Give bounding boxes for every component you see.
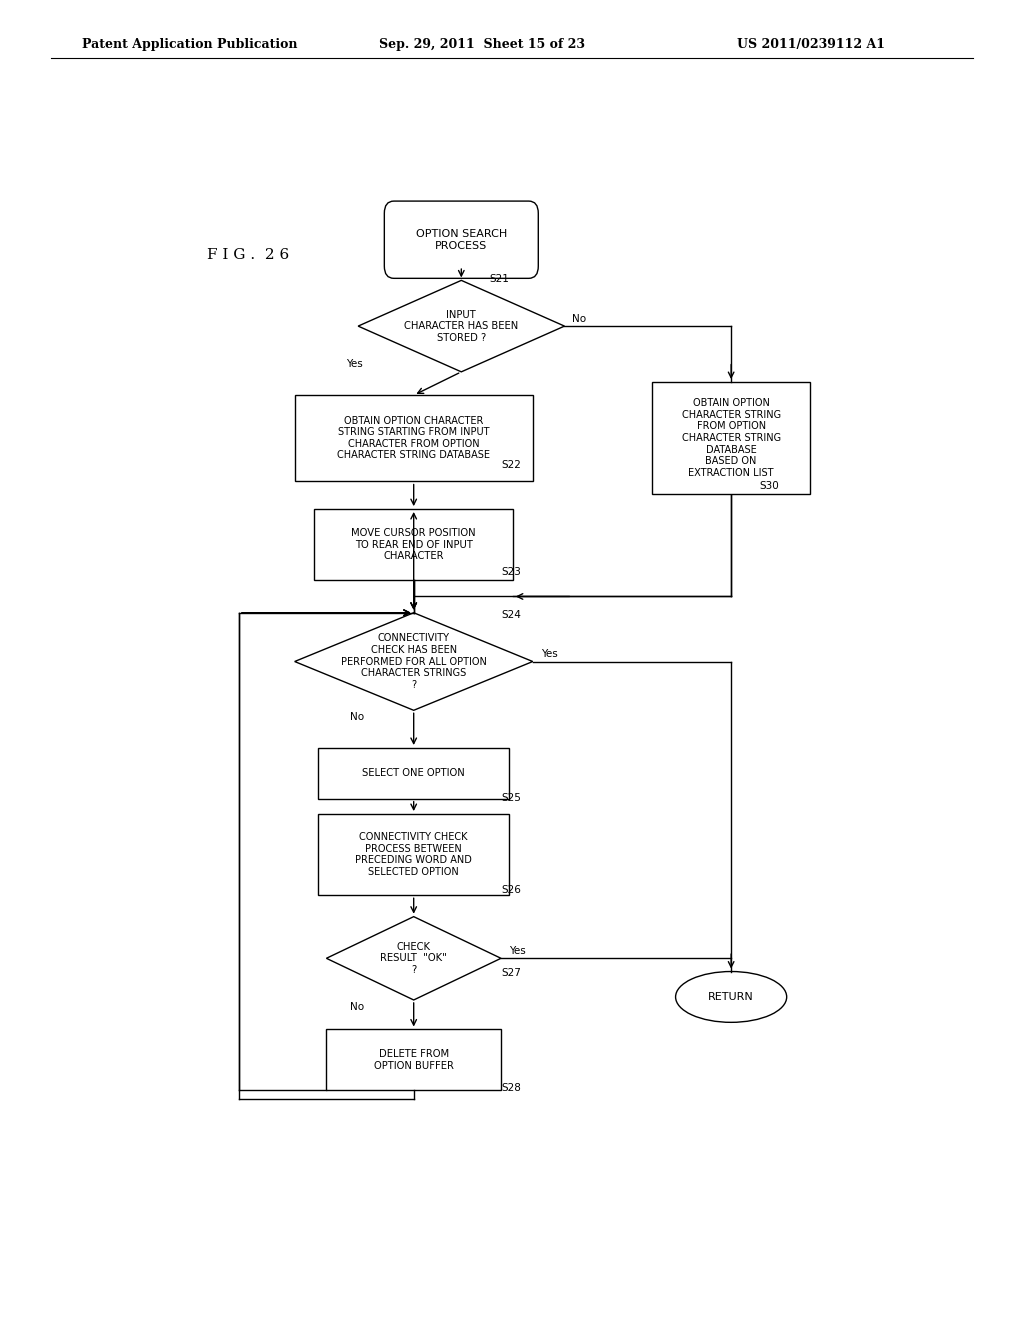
Text: OBTAIN OPTION CHARACTER
STRING STARTING FROM INPUT
CHARACTER FROM OPTION
CHARACT: OBTAIN OPTION CHARACTER STRING STARTING …: [337, 416, 490, 461]
Text: RETURN: RETURN: [709, 991, 754, 1002]
Text: OBTAIN OPTION
CHARACTER STRING
FROM OPTION
CHARACTER STRING
DATABASE
BASED ON
EX: OBTAIN OPTION CHARACTER STRING FROM OPTI…: [682, 399, 780, 478]
Text: Yes: Yes: [509, 946, 525, 956]
Text: F I G .  2 6: F I G . 2 6: [207, 248, 290, 261]
Text: Sep. 29, 2011  Sheet 15 of 23: Sep. 29, 2011 Sheet 15 of 23: [379, 37, 585, 50]
Polygon shape: [295, 612, 532, 710]
Text: S28: S28: [501, 1084, 521, 1093]
Text: MOVE CURSOR POSITION
TO REAR END OF INPUT
CHARACTER: MOVE CURSOR POSITION TO REAR END OF INPU…: [351, 528, 476, 561]
Text: INPUT
CHARACTER HAS BEEN
STORED ?: INPUT CHARACTER HAS BEEN STORED ?: [404, 309, 518, 343]
Text: Yes: Yes: [541, 649, 557, 660]
Text: CONNECTIVITY
CHECK HAS BEEN
PERFORMED FOR ALL OPTION
CHARACTER STRINGS
?: CONNECTIVITY CHECK HAS BEEN PERFORMED FO…: [341, 634, 486, 690]
Polygon shape: [327, 916, 501, 1001]
Text: SELECT ONE OPTION: SELECT ONE OPTION: [362, 768, 465, 779]
Text: S25: S25: [501, 793, 521, 803]
Text: Patent Application Publication: Patent Application Publication: [82, 37, 297, 50]
Text: S30: S30: [759, 480, 778, 491]
Text: S21: S21: [489, 275, 509, 284]
Text: CONNECTIVITY CHECK
PROCESS BETWEEN
PRECEDING WORD AND
SELECTED OPTION: CONNECTIVITY CHECK PROCESS BETWEEN PRECE…: [355, 832, 472, 876]
Text: OPTION SEARCH
PROCESS: OPTION SEARCH PROCESS: [416, 228, 507, 251]
Text: S24: S24: [501, 610, 521, 620]
Text: No: No: [572, 314, 587, 323]
Ellipse shape: [676, 972, 786, 1022]
Bar: [295, 395, 532, 480]
Text: CHECK
RESULT  "OK"
?: CHECK RESULT "OK" ?: [380, 941, 447, 975]
Text: DELETE FROM
OPTION BUFFER: DELETE FROM OPTION BUFFER: [374, 1049, 454, 1071]
Bar: [327, 1030, 501, 1090]
Bar: [652, 381, 811, 494]
Text: S23: S23: [501, 568, 521, 577]
Bar: [318, 814, 509, 895]
Text: S26: S26: [501, 886, 521, 895]
Polygon shape: [358, 280, 564, 372]
Bar: [314, 510, 513, 581]
FancyBboxPatch shape: [384, 201, 539, 279]
Text: US 2011/0239112 A1: US 2011/0239112 A1: [737, 37, 886, 50]
Text: S27: S27: [501, 968, 521, 978]
Text: No: No: [350, 1002, 365, 1012]
Text: No: No: [350, 713, 365, 722]
Text: Yes: Yes: [346, 359, 362, 368]
Text: S22: S22: [501, 461, 521, 470]
Bar: [318, 748, 509, 799]
